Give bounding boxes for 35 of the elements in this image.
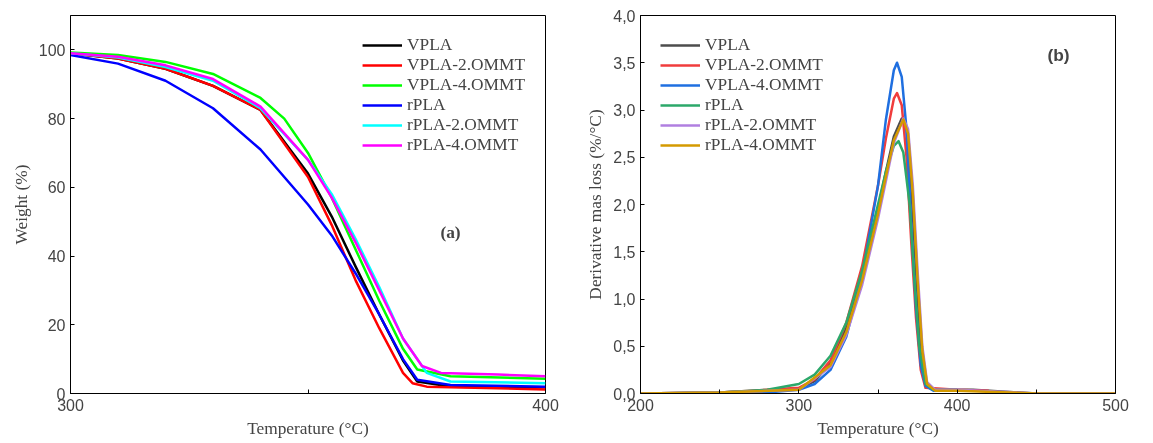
y-tick-label: 0,5 [613,338,636,356]
y-axis-title: Weight (%) [11,164,31,245]
y-tick-label: 80 [47,110,66,128]
legend-label: VPLA-4.OMMT [705,75,823,95]
y-axis-title: Derivative mas loss (%/°C) [586,109,606,300]
legend-label: rPLA-2.OMMT [705,115,817,135]
y-tick-label: 3,5 [613,54,636,72]
legend-label: rPLA-4.OMMT [407,135,519,155]
legend-label: VPLA-2.OMMT [407,55,525,75]
x-tick-label: 400 [943,396,971,414]
legend-label: VPLA [705,35,751,55]
annotation: (a) [440,223,461,243]
legend-label: VPLA-4.OMMT [407,75,525,95]
annotation: (b) [1047,44,1070,65]
y-tick-label: 100 [38,41,66,59]
x-tick-label: 400 [532,396,559,414]
y-tick-label: 60 [47,179,66,197]
legend-label: rPLA [705,95,744,115]
legend-label: rPLA-2.OMMT [407,115,519,135]
y-tick-label: 3,0 [613,102,636,119]
y-tick-label: 40 [47,248,66,266]
x-axis-title: Temperature (°C) [247,418,370,438]
y-tick-label: 2,5 [613,149,636,167]
x-tick-label: 300 [785,396,813,414]
y-tick-label: 20 [47,316,66,334]
legend-label: rPLA [407,95,446,115]
x-axis-title: Temperature (°C) [817,418,940,438]
legend-label: VPLA [407,35,453,55]
y-tick-label: 4,0 [613,7,636,25]
y-tick-label: 2,0 [613,196,636,214]
y-tick-label: 1,0 [613,291,636,308]
y-tick-label: 1,5 [613,243,636,261]
legend-label: VPLA-2.OMMT [705,55,823,75]
x-tick-label: 500 [1102,396,1129,414]
legend-label: rPLA-4.OMMT [705,135,817,155]
